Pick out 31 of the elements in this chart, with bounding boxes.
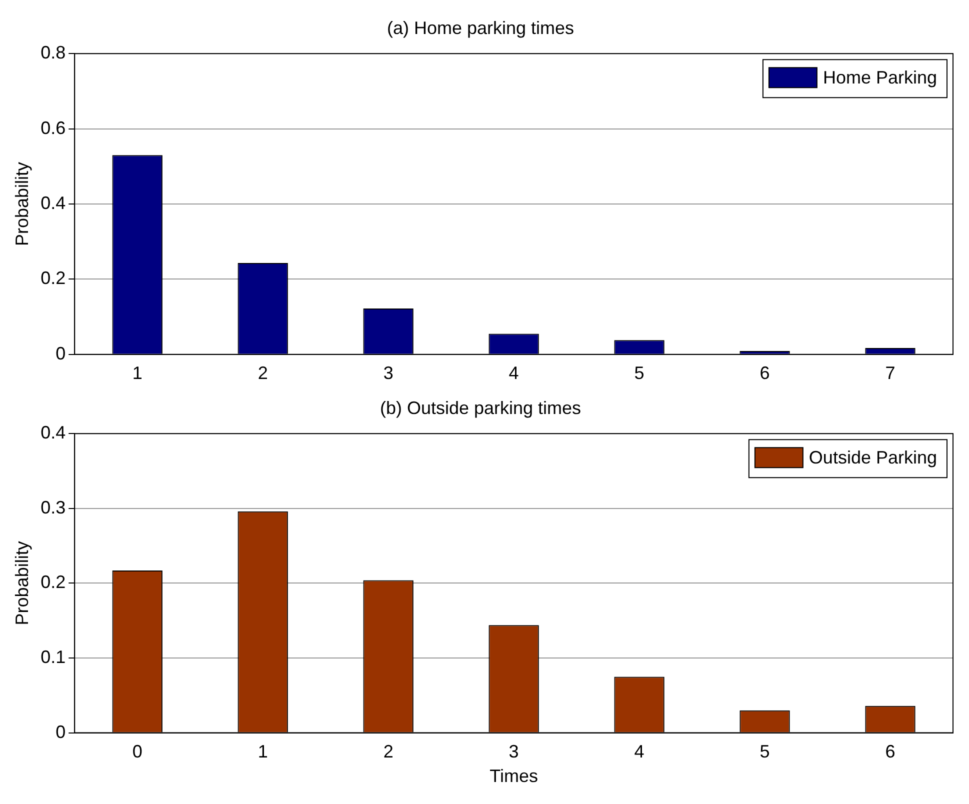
chart-title: (a) Home parking times (386, 18, 574, 38)
y-tick-label: 0 (56, 722, 66, 742)
y-tick-label: 0.4 (40, 422, 66, 443)
x-tick-label: 4 (634, 742, 644, 762)
x-tick-label: 1 (132, 363, 142, 384)
y-tick-label: 0.2 (40, 572, 66, 592)
y-tick-label: 0.2 (40, 268, 66, 288)
x-tick-label: 5 (760, 742, 770, 762)
x-tick-label: 5 (634, 363, 644, 384)
x-axis-title: Times (490, 766, 538, 786)
x-tick-label: 3 (383, 363, 394, 384)
y-tick-label: 0.1 (40, 646, 66, 667)
legend-label: Home Parking (822, 68, 937, 88)
y-axis-title: Probability (12, 162, 32, 246)
chart-title: (b) Outside parking times (380, 398, 582, 418)
x-tick-label: 2 (258, 363, 268, 384)
x-tick-label: 2 (383, 742, 394, 762)
x-tick-label: 4 (508, 363, 519, 384)
x-tick-label: 6 (885, 742, 896, 762)
y-tick-label: 0.4 (40, 192, 66, 213)
x-tick-label: 3 (508, 742, 519, 762)
x-tick-label: 0 (132, 742, 142, 762)
y-tick-label: 0.6 (40, 118, 66, 138)
x-tick-label: 6 (760, 363, 770, 384)
y-tick-label: 0.8 (40, 42, 66, 63)
x-tick-label: 1 (258, 742, 268, 762)
x-tick-label: 7 (885, 363, 896, 384)
legend-label: Outside Parking (808, 448, 938, 468)
y-tick-label: 0.3 (40, 497, 66, 518)
y-axis-title: Probability (12, 541, 32, 626)
y-tick-label: 0 (56, 343, 66, 364)
